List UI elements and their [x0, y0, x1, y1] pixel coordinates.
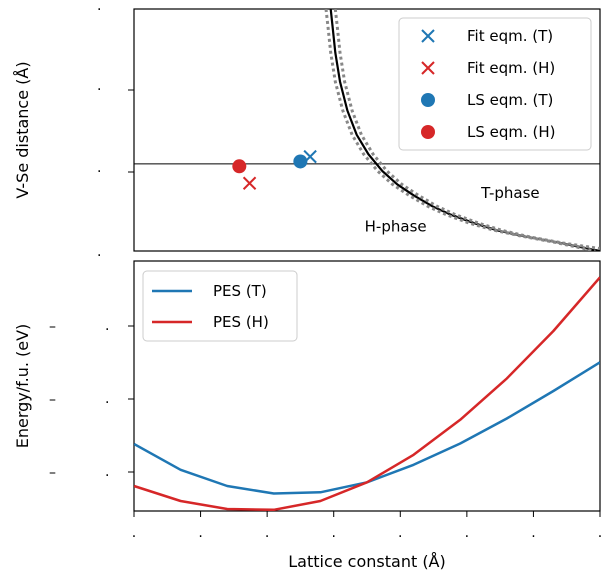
- legend-label-ls-t: LS eqm. (T): [467, 91, 553, 109]
- top-panel: .... T-phase H-phase V-Se distance (Å) F…: [13, 0, 601, 260]
- top-series-group: [134, 9, 600, 251]
- bottom-legend: PES (T) PES (H): [142, 270, 298, 342]
- legend-marker-circle-red: [421, 125, 435, 139]
- bottom-y-tick-label-2: .: [105, 464, 109, 480]
- legend-label-fit-t: Fit eqm. (T): [467, 27, 553, 45]
- left-margin-dash-2: –: [49, 465, 56, 481]
- legend-label-ls-h: LS eqm. (H): [467, 123, 556, 141]
- bottom-plot-area: [133, 260, 601, 512]
- top-y-tick-label-2: .: [97, 160, 101, 176]
- legend-entry-pes-h: PES (H): [152, 313, 269, 331]
- x-axis-label: Lattice constant (Å): [288, 552, 446, 571]
- top-y-tick-label-1: .: [97, 78, 101, 94]
- h-phase-label: H-phase: [365, 218, 427, 236]
- legend-label-pes-h: PES (H): [213, 313, 269, 331]
- legend-entry-fit-t: Fit eqm. (T): [421, 27, 553, 45]
- top-y-tick-label-0: .: [97, 0, 101, 14]
- left-margin-dash-0: –: [49, 319, 56, 335]
- legend-label-fit-h: Fit eqm. (H): [467, 59, 555, 77]
- legend-x-red-b: [421, 61, 435, 75]
- legend-marker-circle-blue: [421, 93, 435, 107]
- top-y-ticks: ....: [97, 0, 134, 260]
- bottom-y-axis-label: Energy/f.u. (eV): [13, 324, 32, 449]
- top-y-tick-label-3: .: [97, 244, 101, 260]
- x-tick-label-4: .: [398, 525, 402, 541]
- pes-curve-1: [134, 276, 600, 511]
- x-tick-label-3: .: [331, 525, 335, 541]
- top-y-axis-label: V-Se distance (Å): [13, 61, 32, 198]
- left-margin-dash-1: –: [49, 392, 56, 408]
- legend-marker-x-red: [421, 61, 435, 75]
- top-points-group: [232, 149, 317, 190]
- legend-entry-ls-t: LS eqm. (T): [421, 91, 553, 109]
- bottom-ticks: ....... .... – – –: [49, 318, 602, 541]
- x-tick-label-2: .: [265, 525, 269, 541]
- top-legend-box: [398, 17, 592, 151]
- boundary-dotted-curve-6: [333, 9, 600, 251]
- t-phase-label: T-phase: [480, 184, 539, 202]
- data-point-x-1-b: [242, 176, 257, 190]
- bottom-series-group: [134, 276, 600, 511]
- data-point-circle-2: [293, 154, 308, 169]
- legend-entry-fit-h: Fit eqm. (H): [421, 59, 555, 77]
- legend-entry-pes-t: PES (T): [152, 282, 267, 300]
- data-point-circle-3: [232, 159, 247, 174]
- bottom-y-tick-label-0: .: [105, 318, 109, 334]
- top-legend: Fit eqm. (T) Fit eqm. (H) LS eqm. (T) LS…: [398, 17, 592, 151]
- legend-x-blue-b: [421, 29, 435, 43]
- x-tick-label-0: .: [132, 525, 136, 541]
- boundary-dotted-curve-5: [324, 9, 596, 251]
- bottom-y-tick-label-1: .: [105, 391, 109, 407]
- x-tick-label-5: .: [465, 525, 469, 541]
- legend-label-pes-t: PES (T): [213, 282, 267, 300]
- bottom-panel: ....... .... – – – Energy/f.u. (eV) Lattice …: [13, 260, 602, 571]
- legend-entry-ls-h: LS eqm. (H): [421, 123, 556, 141]
- legend-marker-x-blue: [421, 29, 435, 43]
- x-tick-label-7: .: [598, 525, 602, 541]
- bottom-legend-box: [142, 270, 298, 342]
- x-tick-label-1: .: [198, 525, 202, 541]
- x-tick-label-6: .: [531, 525, 535, 541]
